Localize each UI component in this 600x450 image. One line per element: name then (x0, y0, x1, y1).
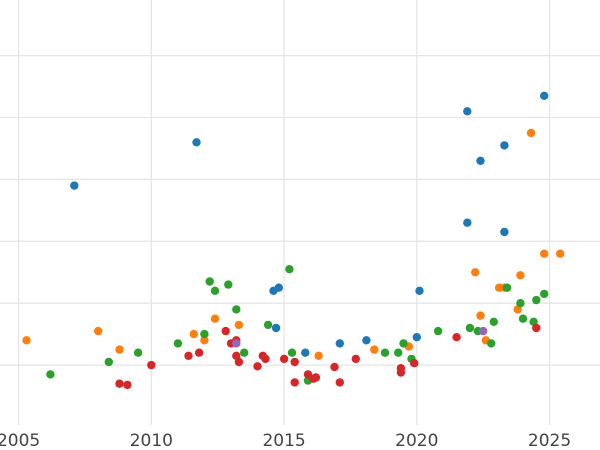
series-3 (115, 323, 541, 390)
data-point (184, 351, 193, 360)
data-point (380, 348, 390, 357)
data-point (518, 314, 528, 323)
data-point (279, 354, 289, 364)
data-point (115, 345, 124, 354)
data-point (540, 289, 549, 299)
data-point (540, 249, 549, 258)
data-point (502, 283, 512, 292)
data-point (463, 107, 472, 116)
points-layer (22, 91, 565, 390)
data-point (500, 227, 509, 237)
data-point (274, 283, 283, 292)
data-point (532, 295, 541, 305)
data-point (479, 326, 488, 336)
data-point (396, 368, 406, 377)
data-point (351, 354, 360, 364)
data-point (253, 362, 262, 371)
grid-layer (0, 0, 600, 425)
data-point (232, 305, 241, 314)
x-tick-label: 2025 (528, 431, 571, 450)
data-point (70, 181, 79, 190)
data-point (463, 218, 472, 227)
data-point (287, 348, 297, 357)
data-point (234, 320, 244, 330)
data-point (476, 156, 485, 165)
data-point (471, 268, 480, 277)
data-point (516, 271, 525, 280)
data-point (94, 326, 103, 336)
data-point (314, 351, 323, 360)
series-0 (70, 91, 549, 357)
data-point (115, 379, 124, 388)
data-point (133, 348, 143, 357)
data-point (362, 336, 371, 345)
data-point (210, 286, 220, 295)
data-point (123, 380, 132, 390)
data-point (234, 357, 244, 367)
data-point (189, 329, 198, 339)
data-point (192, 138, 201, 147)
data-point (526, 128, 536, 138)
data-point (399, 339, 408, 348)
data-point (290, 378, 299, 387)
data-point (330, 362, 339, 372)
data-point (452, 333, 461, 342)
data-point (210, 314, 220, 323)
series-2 (46, 265, 549, 385)
series-4 (232, 326, 488, 348)
data-point (205, 277, 214, 286)
data-point (476, 311, 485, 320)
data-point (285, 265, 294, 274)
x-tick-label: 2015 (262, 431, 305, 450)
data-point (532, 323, 541, 333)
data-point (465, 323, 475, 333)
data-point (415, 286, 424, 295)
data-point (335, 339, 344, 348)
series-1 (22, 128, 565, 360)
data-point (104, 357, 114, 367)
x-tick-labels: 2005 2010 2015 2020 2025 (0, 431, 571, 450)
data-point (232, 339, 241, 348)
data-point (263, 320, 273, 330)
data-point (412, 333, 421, 342)
data-point (394, 348, 403, 357)
data-point (147, 360, 156, 370)
data-point (370, 345, 379, 354)
data-point (200, 329, 209, 339)
data-point (410, 359, 419, 368)
data-point (46, 370, 55, 379)
data-point (221, 326, 230, 336)
data-point (516, 299, 525, 308)
x-tick-label: 2005 (0, 431, 40, 450)
data-point (311, 373, 321, 382)
data-point (489, 317, 498, 326)
data-point (556, 249, 565, 258)
data-point (194, 348, 204, 357)
data-point (433, 326, 443, 336)
data-point (22, 336, 31, 345)
data-point (200, 336, 209, 345)
data-point (261, 354, 270, 364)
data-point (224, 280, 233, 289)
data-point (271, 323, 281, 333)
data-point (173, 339, 183, 348)
data-point (487, 339, 496, 348)
data-point (290, 357, 299, 367)
x-tick-label: 2020 (395, 431, 438, 450)
x-tick-label: 2010 (130, 431, 173, 450)
data-point (500, 141, 509, 150)
data-point (540, 91, 549, 101)
data-point (335, 378, 344, 387)
data-point (240, 348, 249, 357)
data-point (301, 348, 310, 357)
